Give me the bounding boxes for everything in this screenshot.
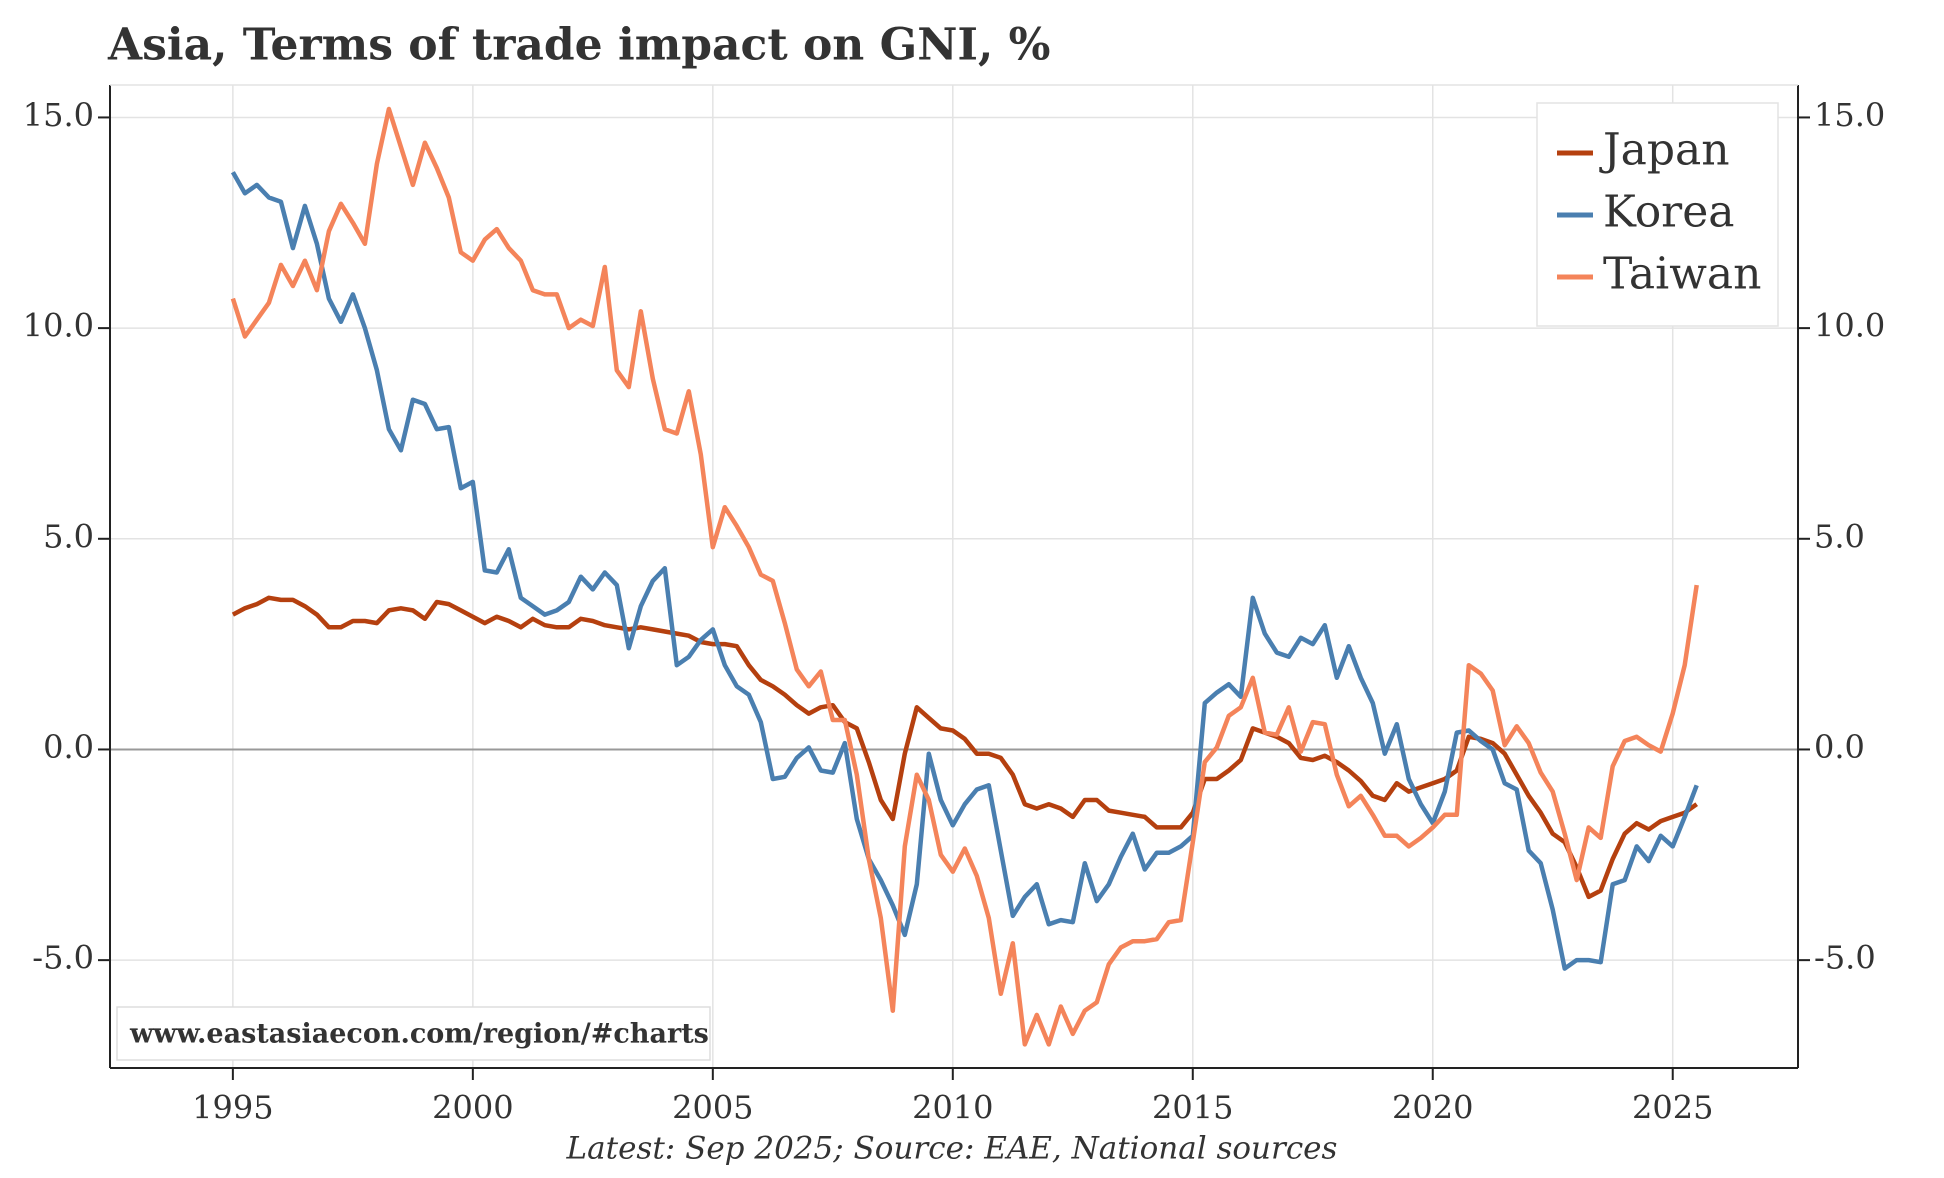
legend-label: Taiwan <box>1603 249 1761 300</box>
legend-label: Korea <box>1603 187 1734 238</box>
y2-tick-label: 10.0 <box>1814 307 1885 345</box>
x-tick-label: 2025 <box>1632 1089 1713 1127</box>
series-line <box>230 171 1699 971</box>
y2-tick-label: -5.0 <box>1814 939 1876 977</box>
series-line <box>230 106 1699 1047</box>
y-tick-label: 15.0 <box>23 96 94 134</box>
y2-tick-label: 15.0 <box>1814 96 1885 134</box>
x-tick-label: 2020 <box>1392 1089 1473 1127</box>
x-tick-label: 2000 <box>432 1089 513 1127</box>
watermark: www.eastasiaecon.com/region/#charts <box>129 1019 709 1050</box>
x-tick-label: 2005 <box>672 1089 753 1127</box>
y-tick-label: 0.0 <box>43 728 94 766</box>
series-line <box>231 595 1699 900</box>
watermark-box <box>116 1006 711 1061</box>
x-tick-label: 1995 <box>192 1089 273 1127</box>
y2-tick-label: 0.0 <box>1814 728 1865 766</box>
x-tick-label: 2015 <box>1152 1089 1233 1127</box>
chart-title: Asia, Terms of trade impact on GNI, % <box>107 20 1050 71</box>
y-tick-label: 10.0 <box>23 307 94 345</box>
x-tick-label: 2010 <box>912 1089 993 1127</box>
y-tick-label: -5.0 <box>32 939 94 977</box>
y2-tick-label: 5.0 <box>1814 517 1865 555</box>
y-tick-label: 5.0 <box>43 517 94 555</box>
source-note: Latest: Sep 2025; Source: EAE, National … <box>566 1131 1338 1167</box>
legend-label: Japan <box>1599 125 1730 176</box>
